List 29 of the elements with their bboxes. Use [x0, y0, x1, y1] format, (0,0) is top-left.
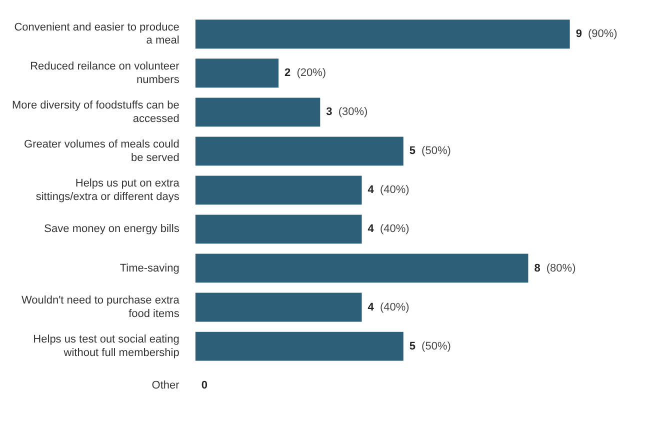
y-tick-label: Helps us put on extra sittings/extra or different days: [36, 178, 180, 203]
bar: [195, 58, 279, 88]
data-label: 5 (50%): [409, 145, 451, 158]
y-tick-label: Convenient and easier to produce a meal: [14, 22, 180, 47]
data-label: 4 (40%): [368, 223, 410, 236]
bar: [195, 332, 404, 361]
data-label: 9 (90%): [576, 28, 618, 40]
data-label: 3 (30%): [326, 106, 368, 118]
bar: [195, 254, 528, 283]
y-tick-label: Other: [152, 379, 180, 392]
bar: [195, 98, 320, 127]
data-label: 8 (80%): [534, 262, 576, 274]
y-tick-label: More diversity of foodstuffs can be accessed: [12, 100, 180, 125]
y-tick-label: Greater volumes of meals could be served: [24, 138, 180, 164]
y-tick-label: Save money on energy bills: [44, 223, 180, 236]
y-tick-label: Helps us test out social eating without full membership: [33, 334, 180, 359]
data-label: 4 (40%): [368, 184, 410, 196]
y-tick-label: Time-saving: [120, 262, 180, 274]
bar: [195, 292, 362, 322]
data-label: 5 (50%): [409, 340, 451, 352]
data-label: 2 (20%): [284, 67, 326, 80]
y-tick-label: Wouldn't need to purchase extra food items: [21, 294, 180, 320]
bar: [195, 20, 570, 49]
data-label: 0: [201, 379, 208, 392]
data-label: 4 (40%): [368, 301, 410, 314]
bar: [195, 176, 362, 205]
y-tick-label: Reduced reilance on volunteer numbers: [30, 60, 180, 86]
bar: [195, 136, 404, 166]
bar: [195, 214, 362, 244]
